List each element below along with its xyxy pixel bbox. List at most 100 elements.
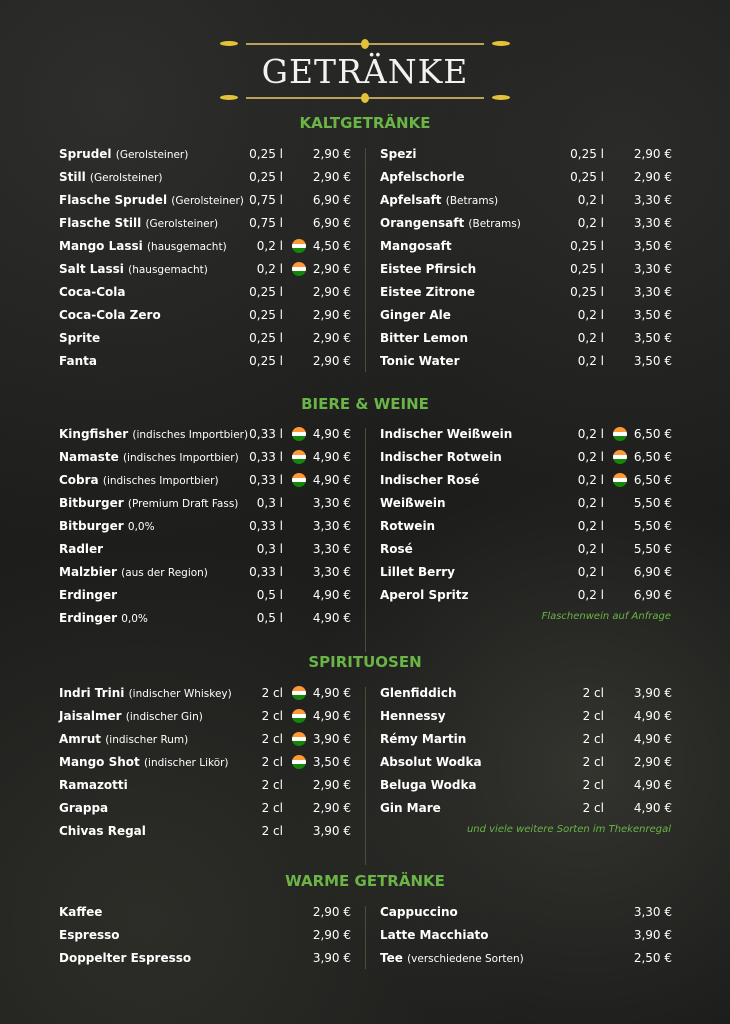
item-volume: 2 cl — [582, 732, 604, 746]
item-volume: 2 cl — [261, 824, 283, 838]
item-name: Absolut Wodka — [380, 754, 482, 771]
item-volume: 0,2 l — [577, 354, 604, 368]
menu-item: Erdinger 0,0% 0,5 l 4,90 € — [59, 610, 351, 633]
item-price: 4,90 € — [633, 801, 672, 815]
item-title: Salt Lassi — [59, 262, 124, 276]
india-flag-icon — [292, 450, 306, 464]
menu-item: Erdinger 0,5 l 4,90 € — [59, 587, 351, 610]
item-name: Rotwein — [380, 518, 435, 535]
item-price: 6,90 € — [633, 565, 672, 579]
item-title: Eistee Pfirsich — [380, 262, 477, 276]
item-name: Bitburger (Premium Draft Fass) — [59, 495, 238, 512]
item-title: Bitburger — [59, 519, 124, 533]
menu-item: Sprudel (Gerolsteiner) 0,25 l 2,90 € — [59, 146, 351, 169]
item-volume: 0,2 l — [577, 331, 604, 345]
item-title: Erdinger — [59, 611, 118, 625]
item-volume: 0,2 l — [577, 427, 604, 441]
right-column: Glenfiddich 2 cl 3,90 € Hennessy 2 cl 4,90 … — [380, 685, 672, 823]
item-volume: 2 cl — [261, 801, 283, 815]
item-title: Indischer Weißwein — [380, 427, 513, 441]
item-volume: 0,25 l — [570, 147, 604, 161]
item-volume: 0,25 l — [249, 147, 283, 161]
menu-item: Namaste (indisches Importbier) 0,33 l 4,90… — [59, 449, 351, 472]
menu-item: Indri Trini (indischer Whiskey) 2 cl 4,90 … — [59, 685, 351, 708]
item-title: Lillet Berry — [380, 565, 455, 579]
menu-item: Eistee Pfirsich 0,25 l 3,30 € — [380, 261, 672, 284]
item-volume: 2 cl — [582, 686, 604, 700]
item-price: 2,90 € — [312, 262, 351, 276]
item-title: Espresso — [59, 928, 120, 942]
item-price: 6,90 € — [312, 193, 351, 207]
item-name: Espresso — [59, 927, 120, 944]
item-title: Ginger Ale — [380, 308, 451, 322]
menu-item: Mango Shot (indischer Likör) 2 cl 3,50 € — [59, 754, 351, 777]
item-volume: 0,25 l — [570, 262, 604, 276]
item-price: 6,50 € — [633, 473, 672, 487]
item-price: 4,90 € — [312, 588, 351, 602]
item-title: Coca-Cola Zero — [59, 308, 161, 322]
menu-item: Doppelter Espresso 3,90 € — [59, 950, 351, 973]
menu-item: Chivas Regal 2 cl 3,90 € — [59, 823, 351, 846]
item-name: Tee (verschiedene Sorten) — [380, 950, 524, 967]
menu-item: Tonic Water 0,2 l 3,50 € — [380, 353, 672, 376]
item-title: Doppelter Espresso — [59, 951, 192, 965]
item-price: 6,50 € — [633, 450, 672, 464]
india-flag-icon — [292, 427, 306, 441]
item-note: (indischer Whiskey) — [128, 688, 232, 700]
item-volume: 0,5 l — [256, 588, 283, 602]
menu-item: Mango Lassi (hausgemacht) 0,2 l 4,50 € — [59, 238, 351, 261]
menu-item: Spezi 0,25 l 2,90 € — [380, 146, 672, 169]
item-volume: 2 cl — [261, 778, 283, 792]
menu-item: Cobra (indisches Importbier) 0,33 l 4,90 € — [59, 472, 351, 495]
item-title: Grappa — [59, 801, 109, 815]
item-name: Sprudel (Gerolsteiner) — [59, 146, 188, 163]
item-name: Glenfiddich — [380, 685, 457, 702]
item-note: (Gerolsteiner) — [145, 218, 219, 230]
item-title: Aperol Spritz — [380, 588, 469, 602]
item-note: (Premium Draft Fass) — [127, 498, 239, 510]
item-price: 4,50 € — [312, 239, 351, 253]
item-name: Weißwein — [380, 495, 446, 512]
india-flag-icon — [292, 755, 306, 769]
item-price: 2,90 € — [312, 147, 351, 161]
item-title: Fanta — [59, 354, 97, 368]
item-title: Rémy Martin — [380, 732, 467, 746]
item-title: Namaste — [59, 450, 119, 464]
item-name: Sprite — [59, 330, 100, 347]
item-name: Lillet Berry — [380, 564, 455, 581]
section-heading: WARME GETRÄNKE — [285, 872, 445, 890]
item-price: 3,30 € — [312, 542, 351, 556]
item-price: 5,50 € — [633, 542, 672, 556]
item-volume: 0,2 l — [577, 588, 604, 602]
item-title: Cappuccino — [380, 905, 458, 919]
menu-item: Ramazotti 2 cl 2,90 € — [59, 777, 351, 800]
india-flag-icon — [613, 473, 627, 487]
india-flag-icon — [292, 473, 306, 487]
footnote: und viele weitere Sorten im Thekenregal — [466, 824, 671, 835]
item-price: 3,30 € — [633, 285, 672, 299]
section-heading: KALTGETRÄNKE — [299, 114, 431, 132]
item-note: (indisches Importbier) — [132, 429, 249, 441]
item-price: 3,90 € — [633, 928, 672, 942]
item-note: (indisches Importbier) — [122, 452, 239, 464]
india-flag-icon — [292, 262, 306, 276]
item-name: Fanta — [59, 353, 97, 370]
item-name: Hennessy — [380, 708, 446, 725]
item-name: Rémy Martin — [380, 731, 466, 748]
item-price: 2,50 € — [633, 951, 672, 965]
menu-item: Malzbier (aus der Region) 0,33 l 3,30 € — [59, 564, 351, 587]
footnote: Flaschenwein auf Anfrage — [541, 611, 671, 622]
item-name: Cappuccino — [380, 904, 458, 921]
item-name: Flasche Still (Gerolsteiner) — [59, 215, 218, 232]
menu-item: Lillet Berry 0,2 l 6,90 € — [380, 564, 672, 587]
menu-item: Grappa 2 cl 2,90 € — [59, 800, 351, 823]
item-price: 4,90 € — [312, 611, 351, 625]
menu-item: Glenfiddich 2 cl 3,90 € — [380, 685, 672, 708]
item-name: Doppelter Espresso — [59, 950, 191, 967]
item-name: Namaste (indisches Importbier) — [59, 449, 239, 466]
item-title: Indischer Rosé — [380, 473, 480, 487]
item-volume: 2 cl — [261, 709, 283, 723]
right-column: Indischer Weißwein 0,2 l 6,50 € Indischer … — [380, 426, 672, 610]
item-note: (Gerolsteiner) — [89, 172, 163, 184]
menu-item: Absolut Wodka 2 cl 2,90 € — [380, 754, 672, 777]
